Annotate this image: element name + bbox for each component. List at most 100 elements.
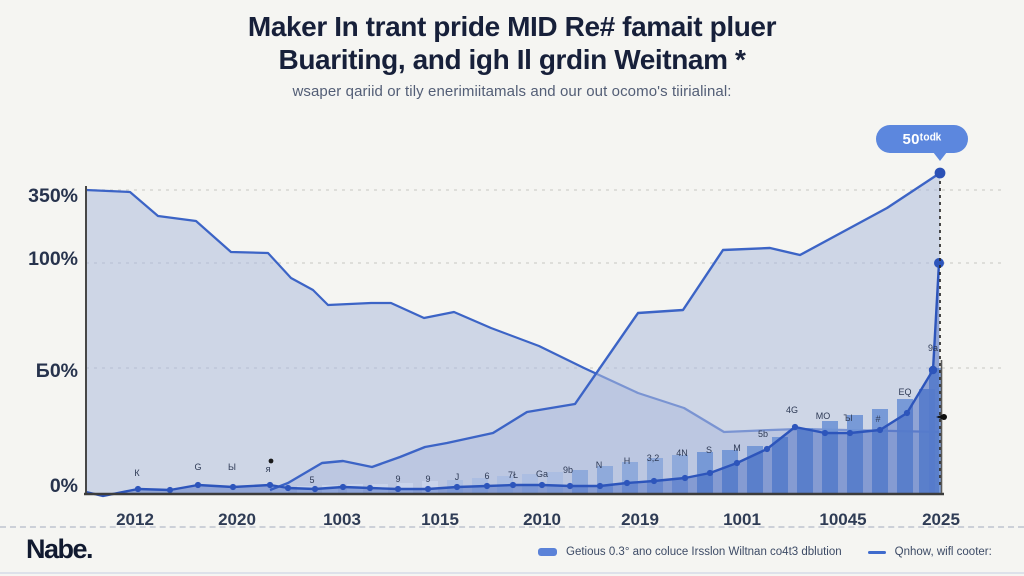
area-peak-marker — [934, 167, 946, 179]
dot-marker — [229, 483, 237, 491]
chart-header: Maker In trant pride MID Re# famait plue… — [0, 10, 1024, 100]
dot-marker — [791, 423, 799, 431]
point-label: я — [266, 464, 271, 474]
point-label: S — [706, 445, 712, 455]
point-label: 6 — [484, 471, 489, 481]
dot-marker — [821, 429, 829, 437]
chart-title: Maker In trant pride MID Re# famait plue… — [0, 10, 1024, 76]
peak-callout-label: 50ᵗᵒᵈᵏ — [902, 130, 942, 148]
dot-line-fill — [86, 263, 939, 496]
dot-marker — [134, 485, 142, 493]
dot-marker — [166, 486, 174, 494]
line-end-marker — [934, 258, 944, 268]
stray-dot — [268, 458, 274, 464]
point-label: МО — [816, 411, 831, 421]
dot-marker — [311, 485, 319, 493]
bar — [822, 421, 838, 493]
point-label: J — [455, 472, 460, 482]
x-tick-label: 2019 — [621, 510, 659, 529]
x-tick-label: 10045 — [819, 510, 866, 529]
dot-marker — [650, 477, 658, 485]
dot-marker — [876, 426, 884, 434]
point-label: 4N — [676, 448, 688, 458]
dot-marker — [284, 484, 292, 492]
y-tick-label: 100% — [28, 248, 78, 270]
dot-marker — [366, 484, 374, 492]
y-tick-label: 0% — [50, 475, 78, 497]
dot-line — [85, 262, 941, 498]
point-label: Ъl — [843, 413, 852, 423]
point-label: К — [134, 468, 140, 478]
bar — [647, 458, 663, 493]
x-tick-label: 2012 — [116, 510, 154, 529]
point-label: 9 — [395, 474, 400, 484]
chart-legend: Getious 0.3° ano coluce Irsslon Wiltnan … — [538, 546, 992, 558]
dot-marker — [538, 481, 546, 489]
dot-marker — [483, 482, 491, 490]
legend-swatch-area-series — [538, 548, 557, 556]
rise-area-line — [269, 171, 941, 492]
point-label: G — [194, 462, 201, 472]
dot-marker — [763, 445, 771, 453]
dot-marker — [681, 474, 689, 482]
bar — [929, 368, 941, 493]
bar — [672, 455, 688, 493]
x-tick-label: 2010 — [523, 510, 561, 529]
page-bottom-edge — [0, 572, 1024, 574]
bar — [722, 450, 738, 493]
bar — [797, 428, 813, 493]
point-label: N — [596, 460, 603, 470]
point-label: Н — [624, 456, 631, 466]
point-label: ЕQ — [898, 387, 911, 397]
point-label: # — [875, 414, 880, 424]
peak-callout-badge: 50ᵗᵒᵈᵏ — [876, 125, 968, 161]
dot-marker — [566, 482, 574, 490]
y-tick-label: Б0% — [36, 360, 78, 382]
bar — [697, 452, 713, 493]
dot-marker — [706, 469, 714, 477]
bar — [572, 470, 588, 493]
bar — [897, 399, 913, 493]
chart-title-line2: Buariting, and igh Il grdin Weitnam * — [278, 44, 746, 76]
callout-tail — [933, 152, 947, 168]
footer-divider — [0, 526, 1024, 528]
bar — [522, 474, 538, 493]
x-tick-label: 2020 — [218, 510, 256, 529]
dot-marker — [394, 485, 402, 493]
point-label: Ы — [228, 462, 236, 472]
decline-area-fill — [86, 190, 940, 493]
dot-marker — [266, 481, 274, 489]
x-tick-label: 1003 — [323, 510, 361, 529]
dot-marker — [623, 479, 631, 487]
dot-marker — [453, 483, 461, 491]
point-label: 5b — [758, 429, 768, 439]
x-tick-label: 1015 — [421, 510, 459, 529]
point-label: 4G — [786, 405, 798, 415]
dot-marker — [596, 482, 604, 490]
dot-marker — [903, 409, 911, 417]
cursor-pointer-icon — [936, 414, 944, 420]
chart-subtitle: wsaper qariid or tily enerimiitamals and… — [292, 83, 732, 101]
bar — [772, 437, 788, 493]
bar — [547, 472, 563, 493]
dot-marker — [339, 483, 347, 491]
chart-title-line1: Maker In trant pride MID Re# famait plue… — [247, 11, 777, 42]
x-tick-label: 2025 — [922, 510, 960, 529]
x-tick-label: 1001 — [723, 510, 761, 529]
legend-label-line-series: Qnhow, wifl cooter: — [894, 546, 992, 558]
dot-marker — [194, 481, 202, 489]
dot-marker — [509, 481, 517, 489]
point-label: 9b — [563, 465, 573, 475]
point-label: 3,2 — [647, 453, 660, 463]
point-label: 7Ł — [508, 470, 518, 480]
point-label: М — [733, 443, 741, 453]
y-tick-label: 350% — [28, 185, 78, 207]
bar — [272, 487, 288, 493]
dot-marker — [928, 365, 938, 375]
legend-label-area-series: Getious 0.3° ano coluce Irsslon Wiltnan … — [566, 546, 842, 558]
rise-area-fill — [270, 173, 940, 493]
brand-logo: Nabe. — [26, 534, 94, 564]
dot-marker — [424, 485, 432, 493]
legend-swatch-line-series — [867, 550, 886, 554]
